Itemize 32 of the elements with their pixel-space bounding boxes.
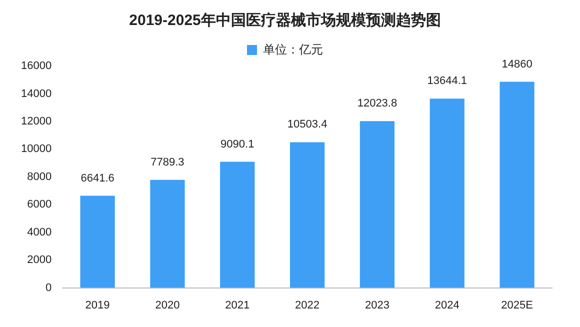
bar <box>360 121 395 288</box>
x-tick-label: 2021 <box>225 299 250 312</box>
chart-title: 2019-2025年中国医疗器械市场规模预测趋势图 <box>129 11 441 30</box>
bar <box>430 98 464 288</box>
y-tick-label: 2000 <box>27 254 52 266</box>
bar <box>80 196 115 288</box>
data-label: 6641.6 <box>80 172 114 184</box>
data-label: 10503.4 <box>287 118 328 131</box>
y-tick-label: 12000 <box>20 115 52 128</box>
bar <box>150 180 185 288</box>
data-label: 7789.3 <box>150 156 184 168</box>
x-tick-label: 2020 <box>155 299 180 312</box>
legend-label: 单位：亿元 <box>263 42 323 56</box>
x-tick-label: 2022 <box>295 299 320 312</box>
y-tick-label: 16000 <box>20 60 52 72</box>
bar <box>220 162 255 288</box>
y-tick-label: 4000 <box>27 226 52 238</box>
bar <box>500 82 534 288</box>
y-tick-label: 10000 <box>20 143 52 156</box>
y-tick-label: 0 <box>45 282 52 294</box>
data-label: 14860 <box>502 58 532 70</box>
x-tick-label: 2023 <box>364 299 390 312</box>
x-tick-label: 2024 <box>434 299 460 312</box>
bar <box>290 142 325 288</box>
y-tick-label: 6000 <box>27 198 52 211</box>
x-tick-label: 2025E <box>501 299 533 312</box>
data-label: 9090.1 <box>220 138 254 150</box>
y-tick-label: 8000 <box>27 170 52 183</box>
data-label: 13644.1 <box>427 75 468 88</box>
data-label: 12023.8 <box>357 98 398 110</box>
x-tick-label: 2019 <box>85 299 110 312</box>
y-tick-label: 14000 <box>20 88 52 100</box>
